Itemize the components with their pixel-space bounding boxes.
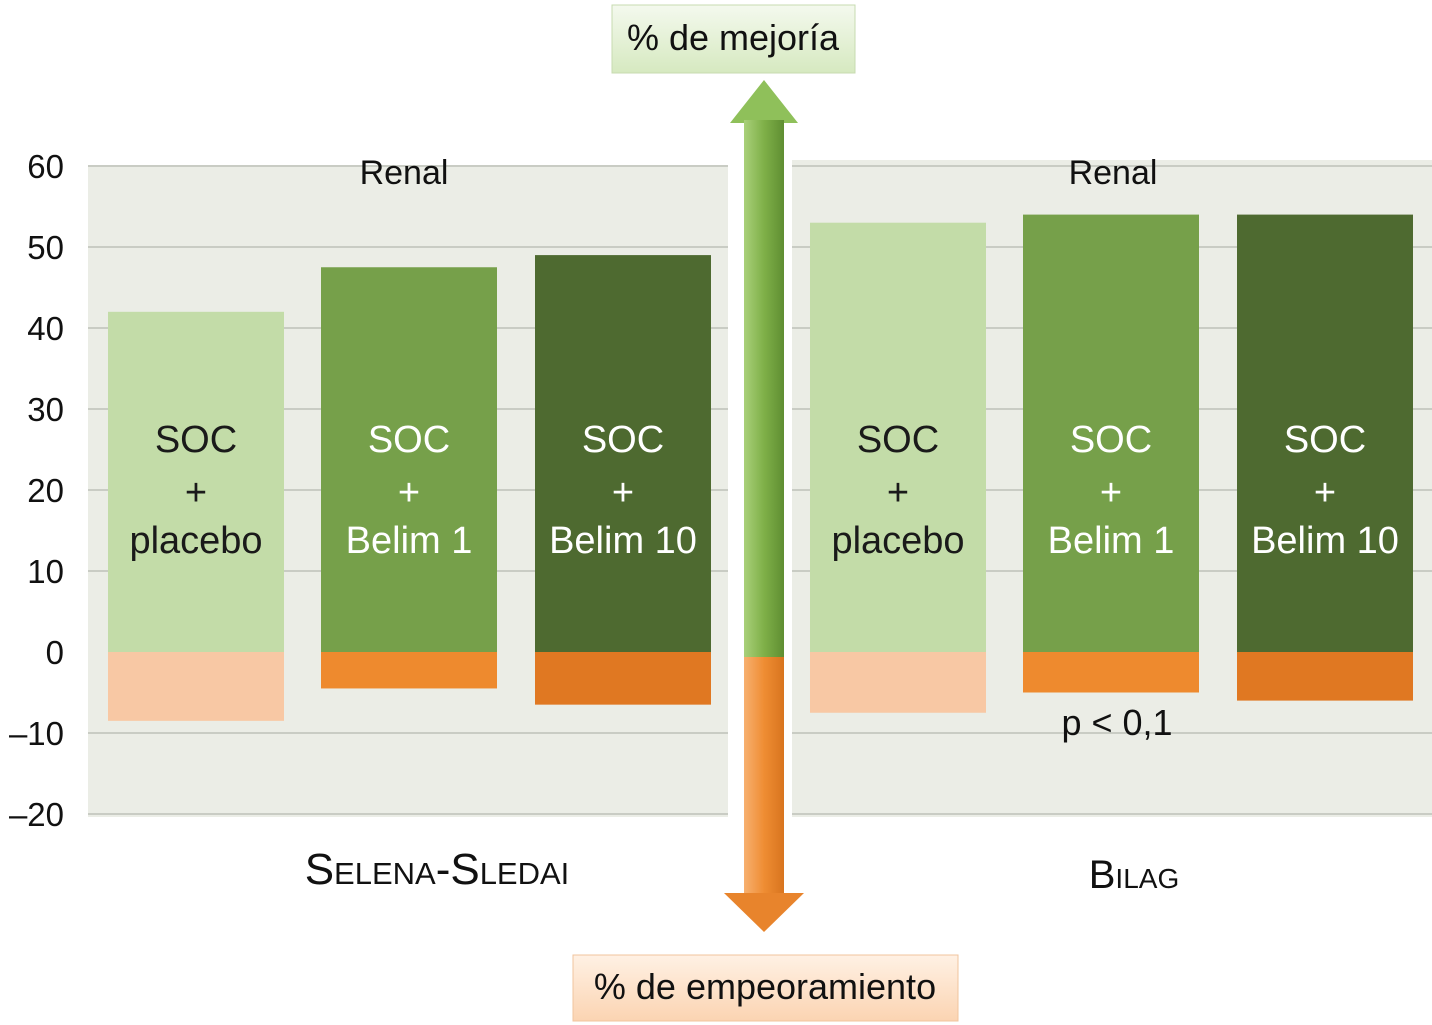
bar-category-label: placebo [831, 520, 964, 562]
bar-category-label: SOC [1070, 419, 1152, 461]
y-tick-label: 0 [46, 634, 64, 671]
bar-category-label: + [612, 472, 634, 514]
bottom-arrow-label-box: % de empeoramiento [572, 954, 959, 1022]
improvement-bar [810, 222, 986, 652]
y-tick-label: 60 [27, 148, 64, 185]
bar-category-label: SOC [857, 419, 939, 461]
bar-category-label: + [398, 472, 420, 514]
bar-category-label: Belim 10 [549, 520, 697, 562]
improvement-bar [535, 255, 711, 652]
bottom-arrow-label: % de empeoramiento [594, 966, 936, 1007]
left-panel-title: Renal [360, 154, 449, 192]
arrow-orange-shaft [744, 657, 784, 897]
right-panel-title: Renal [1069, 154, 1158, 192]
improvement-bar [1237, 214, 1413, 652]
bars [108, 214, 1413, 721]
y-tick-label: –10 [9, 715, 64, 752]
worsening-bar [810, 652, 986, 713]
top-arrow-label-box: % de mejoría [611, 4, 856, 74]
bar-category-label: Belim 10 [1251, 520, 1399, 562]
y-tick-label: 40 [27, 310, 64, 347]
arrow-green-shaft [744, 120, 784, 657]
bar-category-label: Belim 1 [1048, 520, 1175, 562]
significance-annotation: p < 0,1 [1061, 702, 1172, 743]
worsening-bar [1023, 652, 1199, 693]
bar-category-label: SOC [155, 419, 237, 461]
y-tick-label: 10 [27, 553, 64, 590]
worsening-bar [1237, 652, 1413, 701]
bar-category-label: + [887, 472, 909, 514]
improvement-bar [321, 267, 497, 652]
improvement-arrow [730, 80, 798, 657]
bar-category-label: + [1100, 472, 1122, 514]
arrow-up-head [730, 80, 798, 123]
right-x-axis-label: Bilag [1089, 853, 1180, 897]
bar-category-label: placebo [129, 520, 262, 562]
worsening-bar [321, 652, 497, 689]
worsening-bar [108, 652, 284, 721]
y-tick-label: 20 [27, 472, 64, 509]
bar-category-label: + [185, 472, 207, 514]
left-x-axis-label: Selena-Sledai [305, 845, 570, 894]
arrow-down-head [724, 893, 804, 932]
bar-category-label: + [1314, 472, 1336, 514]
bar-category-label: SOC [582, 419, 664, 461]
improvement-bar [1023, 214, 1199, 652]
worsening-arrow [724, 657, 804, 932]
bar-category-label: SOC [368, 419, 450, 461]
top-arrow-label: % de mejoría [627, 17, 840, 58]
improvement-bar [108, 311, 284, 652]
y-axis: 60 50 40 30 20 10 0 –10 –20 [9, 148, 64, 833]
y-tick-label: 50 [27, 229, 64, 266]
bar-category-label: Belim 1 [346, 520, 473, 562]
bar-category-label: SOC [1284, 419, 1366, 461]
bar-labels: SOC + placebo SOC + Belim 1 SOC + Belim 10 SOC + pl… [129, 419, 1398, 562]
y-tick-label: 30 [27, 391, 64, 428]
y-tick-label: –20 [9, 796, 64, 833]
worsening-bar [535, 652, 711, 705]
